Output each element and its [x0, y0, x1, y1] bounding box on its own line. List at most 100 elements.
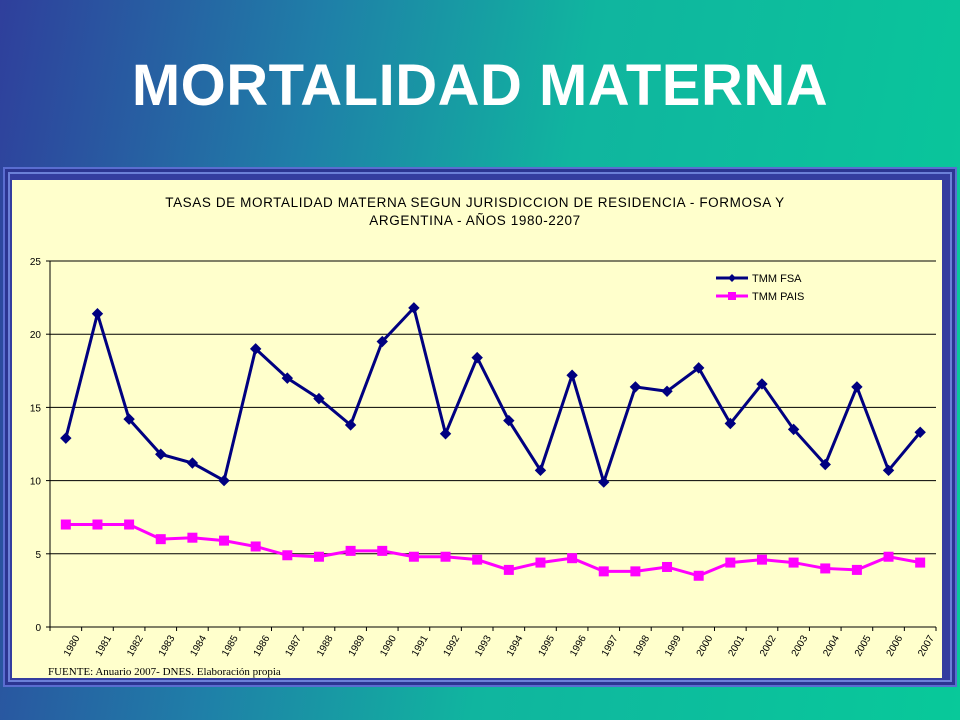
data-point [915, 557, 926, 568]
x-tick-label: 1991 [410, 633, 431, 658]
x-tick-label: 1989 [347, 633, 368, 658]
x-tick-label: 2000 [695, 633, 716, 658]
data-point [630, 566, 641, 577]
data-point [788, 557, 799, 568]
data-point [60, 432, 72, 444]
data-point [819, 458, 831, 471]
legend-label: TMM PAIS [752, 291, 804, 303]
x-tick-label: 1990 [378, 633, 399, 658]
x-tick-label: 1980 [62, 633, 83, 658]
data-point [725, 557, 736, 568]
data-point [408, 302, 420, 314]
chart-title-line1: TASAS DE MORTALIDAD MATERNA SEGUN JURISD… [165, 195, 785, 210]
data-point [787, 423, 800, 436]
x-tick-label: 1999 [663, 633, 684, 658]
data-point [60, 519, 71, 530]
x-tick-label: 1995 [537, 633, 558, 658]
legend-marker [728, 274, 736, 282]
data-point [692, 362, 705, 374]
y-tick-label: 20 [30, 330, 42, 341]
x-tick-label: 1992 [442, 633, 463, 658]
data-point [250, 541, 261, 552]
data-point [187, 532, 198, 543]
x-tick-label: 2005 [853, 633, 874, 658]
data-point [914, 426, 926, 438]
data-point [186, 457, 199, 469]
data-point [567, 553, 578, 564]
series-line [65, 523, 921, 578]
data-point [566, 369, 578, 381]
data-point [282, 550, 293, 561]
series-tmm-pais [60, 519, 926, 581]
data-point [820, 563, 831, 574]
data-point [598, 476, 610, 488]
x-tick-label: 2006 [885, 633, 906, 658]
slide-title: MORTALIDAD MATERNA [131, 53, 829, 118]
data-point [472, 554, 483, 565]
data-point [661, 385, 673, 398]
legend-marker [728, 292, 736, 300]
data-point [249, 343, 262, 355]
y-tick-label: 25 [30, 257, 42, 268]
data-point [345, 545, 356, 556]
data-point [756, 378, 768, 390]
chart-panel [12, 180, 942, 678]
data-point [91, 307, 104, 320]
series-line [64, 304, 922, 488]
legend-item: TMM FSA [716, 273, 802, 285]
x-tick-label: 1985 [220, 633, 241, 658]
x-tick-label: 1993 [473, 633, 494, 658]
data-point [155, 448, 167, 460]
x-tick-label: 1986 [252, 633, 273, 658]
chart-title: TASAS DE MORTALIDAD MATERNA SEGUN JURISD… [120, 194, 830, 230]
x-tick-label: 2001 [726, 633, 747, 658]
data-point [851, 564, 862, 575]
data-point [440, 551, 451, 562]
y-tick-label: 5 [35, 550, 41, 561]
y-tick-label: 0 [35, 623, 41, 634]
data-point [724, 417, 737, 430]
data-point [629, 381, 642, 393]
legend-label: TMM FSA [752, 273, 802, 285]
data-point [439, 428, 452, 440]
data-point [218, 474, 230, 487]
x-tick-label: 2003 [790, 633, 811, 658]
source-note: FUENTE: Anuario 2007- DNES. Elaboración … [48, 666, 281, 678]
x-tick-label: 1996 [568, 633, 589, 658]
data-point [851, 381, 863, 393]
data-point [534, 464, 547, 477]
data-point [471, 351, 483, 364]
series-tmm-fsa [60, 302, 926, 488]
data-point [535, 557, 546, 568]
x-tick-label: 1981 [94, 633, 115, 658]
grid-lines [50, 260, 936, 555]
data-point [123, 413, 135, 425]
data-point [662, 561, 673, 572]
data-point [883, 551, 894, 562]
x-tick-label: 1987 [283, 633, 304, 658]
x-tick-label: 1998 [631, 633, 652, 658]
legend: TMM FSA TMM PAIS [716, 273, 804, 303]
data-point [313, 392, 325, 405]
data-point [219, 535, 230, 546]
data-point [155, 534, 166, 545]
x-tick-label: 1988 [315, 633, 336, 658]
data-point [344, 419, 357, 431]
y-tick-label: 10 [30, 477, 42, 488]
data-point [693, 570, 704, 581]
legend-item: TMM PAIS [716, 291, 804, 303]
x-tick-label: 2004 [821, 633, 842, 658]
x-tick-label: 1997 [600, 633, 621, 658]
y-tick-label: 15 [30, 403, 42, 414]
x-tick-label: 1994 [505, 633, 526, 658]
data-point [503, 414, 515, 427]
data-point [756, 554, 767, 565]
data-point [92, 519, 103, 530]
data-point [882, 464, 895, 477]
x-tick-label: 2007 [916, 633, 937, 658]
x-tick-label: 1982 [125, 633, 146, 658]
data-point [281, 372, 294, 384]
data-point [503, 564, 514, 575]
axes: 0 5 10 15 20 25 1980 1981 1982 1983 1984 1985 1986 19… [30, 257, 937, 659]
